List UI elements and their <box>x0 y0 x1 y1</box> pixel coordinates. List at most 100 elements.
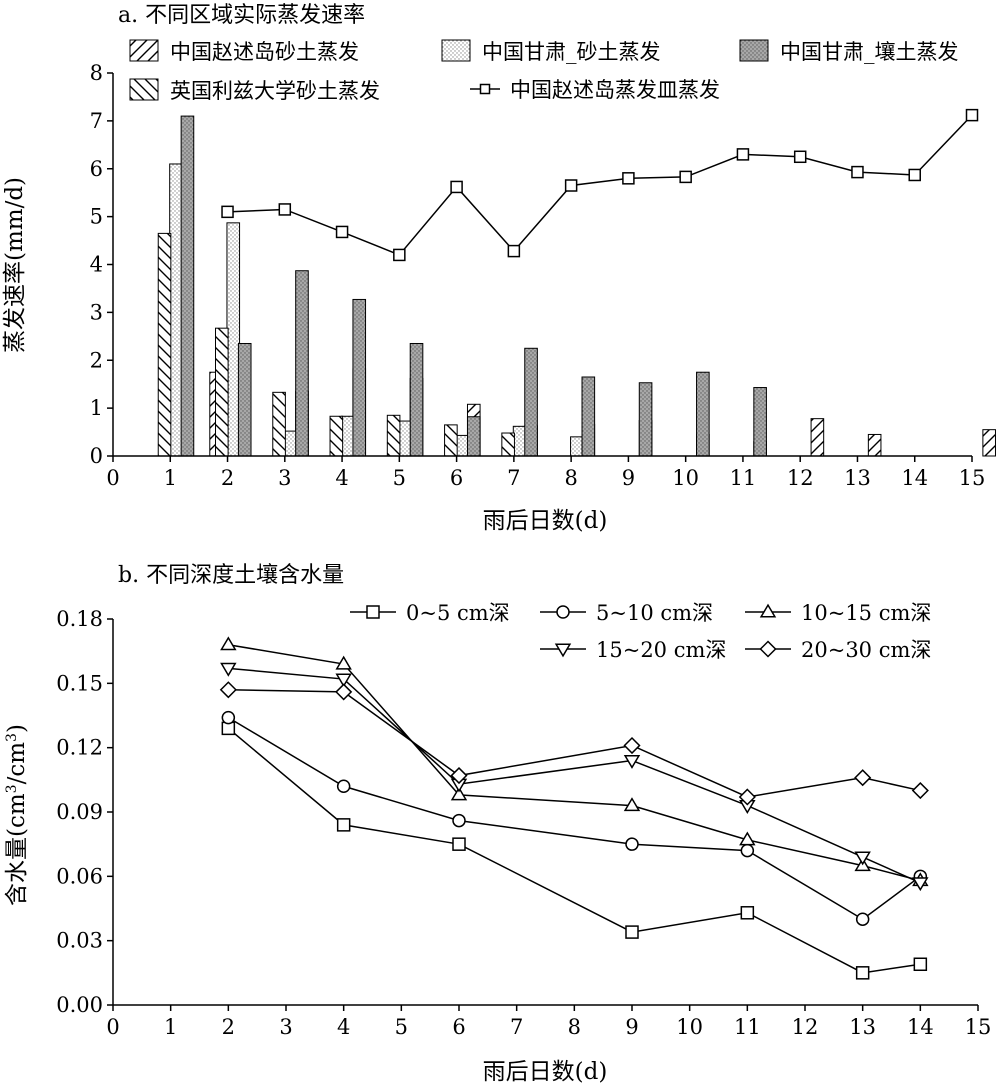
chart-b-x-tick-label: 12 <box>792 1015 819 1039</box>
chart-a-x-tick-label: 6 <box>450 466 463 490</box>
chart-a-point <box>450 180 463 194</box>
chart-a-y-tick-label: 2 <box>90 348 103 372</box>
legend-marker <box>556 605 570 619</box>
legend-label: 20~30 cm深 <box>801 638 931 662</box>
legend-marker <box>479 83 491 95</box>
chart-b-point <box>220 662 237 677</box>
legend-label: 15~20 cm深 <box>596 638 726 662</box>
chart-b-x-tick-label: 1 <box>164 1015 177 1039</box>
chart-b-lines <box>219 636 929 980</box>
chart-b-series-line <box>227 716 921 921</box>
chart-a-point <box>851 165 864 179</box>
chart-a-bar <box>226 222 241 457</box>
chart-b-point <box>739 831 756 846</box>
panel-b-soil-moisture-chart: b. 不同深度土壤含水量 0~5 cm深 5~10 cm深 10~15 cm深 15~… <box>4 563 991 1085</box>
chart-a-x-tick-label: 10 <box>672 466 699 490</box>
legend-marker <box>366 605 380 619</box>
chart-a-x-tick-label: 5 <box>393 466 406 490</box>
chart-a-bar <box>409 342 424 457</box>
legend-swatch <box>739 39 769 62</box>
chart-a-bar <box>524 347 538 457</box>
chart-a-pan-evaporation-line <box>221 108 979 262</box>
chart-b-point <box>855 966 870 980</box>
chart-b-point <box>452 813 466 828</box>
legend-label: 10~15 cm深 <box>801 601 931 625</box>
legend-swatch <box>441 39 471 62</box>
chart-b-x-tick-label: 4 <box>337 1015 350 1039</box>
chart-a-bar <box>753 387 767 457</box>
legend-marker <box>554 643 572 658</box>
chart-a-bar <box>810 418 825 457</box>
chart-a-y-axis-label: 蒸发速率(mm/d) <box>2 177 28 353</box>
chart-a-bar <box>982 429 996 457</box>
chart-a-point <box>221 205 234 219</box>
legend-label: 中国赵述岛蒸发皿蒸发 <box>510 78 720 102</box>
chart-a-bar <box>638 382 653 457</box>
legend-swatch <box>129 39 159 62</box>
chart-a-bar <box>329 415 344 457</box>
chart-b-point <box>335 673 352 688</box>
chart-b-point <box>913 957 928 972</box>
chart-b-point <box>623 797 641 812</box>
chart-b-series-line <box>228 643 921 882</box>
chart-b-x-tick-label: 13 <box>849 1015 876 1039</box>
chart-a-x-tick-label: 7 <box>507 466 520 490</box>
legend-marker <box>759 640 777 658</box>
chart-a-y-tick-label: 3 <box>90 300 103 324</box>
chart-b-y-tick-label: 0.03 <box>56 929 103 953</box>
chart-b-series-line <box>228 689 921 798</box>
chart-b-legend: 0~5 cm深 5~10 cm深 10~15 cm深 15~20 cm深 20~30 c… <box>350 601 931 662</box>
chart-a-bar <box>352 298 367 457</box>
chart-a-point <box>736 148 750 161</box>
chart-a-x-tick-label: 4 <box>335 466 348 490</box>
chart-a-x-tick-label: 12 <box>787 466 814 490</box>
legend-label: 英国利兹大学砂土蒸发 <box>170 79 380 103</box>
chart-a-x-tick-label: 2 <box>221 466 234 490</box>
chart-b-point <box>740 906 755 920</box>
chart-a-y-tick-label: 1 <box>90 396 103 420</box>
chart-a-point <box>393 248 406 262</box>
chart-b-x-tick-label: 14 <box>907 1015 934 1039</box>
chart-a-x-axis-label: 雨后日数(d) <box>483 508 608 534</box>
chart-b-point <box>452 837 466 851</box>
chart-b-point <box>221 710 236 725</box>
chart-a-bar <box>169 163 183 457</box>
chart-a-x-tick-label: 0 <box>106 466 119 490</box>
chart-a-point <box>622 172 635 185</box>
legend-label: 中国赵述岛砂土蒸发 <box>170 40 359 64</box>
chart-b-point <box>336 818 351 832</box>
chart-a-bars <box>157 115 996 457</box>
chart-b-point <box>219 681 237 699</box>
chart-b-point <box>625 925 639 939</box>
chart-a-x-tick-label: 14 <box>901 466 928 490</box>
panel-a-evaporation-chart: a. 不同区域实际蒸发速率 中国赵述岛砂土蒸发 中国甘肃_砂土蒸发 中国甘肃_壤土蒸… <box>2 3 996 534</box>
chart-a-point <box>507 244 521 258</box>
legend-label: 中国甘肃_砂土蒸发 <box>482 40 661 64</box>
chart-b-x-tick-label: 2 <box>222 1015 235 1039</box>
chart-b-title: b. 不同深度土壤含水量 <box>118 563 344 588</box>
chart-b-point <box>855 912 870 926</box>
chart-b-point <box>912 877 929 892</box>
chart-a-x-tick-label: 1 <box>164 466 177 490</box>
chart-b-point <box>854 851 871 866</box>
legend-label: 中国甘肃_壤土蒸发 <box>780 40 959 64</box>
chart-a-y-tick-label: 7 <box>90 109 103 133</box>
chart-a-bar <box>398 420 412 457</box>
chart-a-bar <box>237 342 252 457</box>
chart-a-x-tick-label: 15 <box>959 466 986 490</box>
chart-a-bar <box>466 416 481 457</box>
chart-a-point <box>908 168 921 182</box>
chart-a-x-tick-label: 11 <box>730 466 757 490</box>
chart-b-point <box>623 736 641 755</box>
chart-a-bar <box>180 115 195 457</box>
chart-a-y-tick-label: 6 <box>90 157 103 181</box>
legend-label: 0~5 cm深 <box>406 601 510 625</box>
chart-b-x-tick-label: 15 <box>965 1015 992 1039</box>
chart-a-x-tick-label: 9 <box>622 466 635 490</box>
chart-a-bar <box>455 434 470 457</box>
chart-a-bar <box>581 376 596 457</box>
chart-b-x-tick-label: 7 <box>510 1015 523 1039</box>
